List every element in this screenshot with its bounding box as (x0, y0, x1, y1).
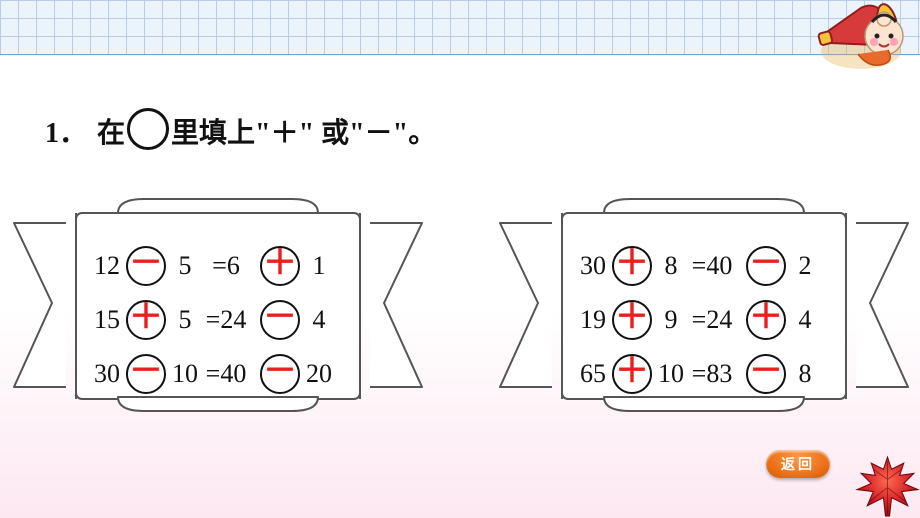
operand-b: 9 (658, 305, 684, 335)
equation-row: 15 ＋ 5=24 － 4 (88, 293, 388, 347)
scroll-card-right: 30＋8=40－219＋9=24＋465＋10=83－8 (494, 197, 914, 412)
mascot-icon (806, 0, 916, 76)
question-number: 1． (45, 111, 87, 151)
operand-c: 2 (792, 251, 818, 281)
operand-b: 10 (172, 359, 198, 389)
equals-part: =40 (198, 359, 254, 389)
operand-c: 4 (306, 305, 332, 335)
operator-circle-1: ＋ (612, 354, 652, 394)
title-text-post: 里填上"＋" 或"－"。 (171, 111, 436, 151)
operand-c: 8 (792, 359, 818, 389)
operator-circle-2: ＋ (260, 246, 300, 286)
operator-sign: ＋ (263, 247, 297, 281)
operator-circle-1: ＋ (612, 246, 652, 286)
operator-circle-2: ＋ (746, 300, 786, 340)
operator-sign: － (263, 355, 297, 389)
operator-sign: ＋ (129, 301, 163, 335)
return-button-label: 返回 (781, 454, 815, 474)
return-button[interactable]: 返回 (766, 450, 830, 478)
operator-circle-2: － (260, 354, 300, 394)
operator-circle-1: ＋ (126, 300, 166, 340)
equations-right: 30＋8=40－219＋9=24＋465＋10=83－8 (574, 239, 874, 401)
operand-b: 5 (172, 305, 198, 335)
operator-sign: ＋ (749, 301, 783, 335)
equals-part: =24 (684, 305, 740, 335)
operator-sign: － (263, 301, 297, 335)
equals-part: =83 (684, 359, 740, 389)
operator-sign: － (129, 247, 163, 281)
equations-left: 12 － 5=6 ＋ 1 15 ＋ 5=24 － 4 30 － 10=40 － 20 (88, 239, 388, 401)
equation-row: 19 ＋ 9=24 ＋ 4 (574, 293, 874, 347)
operand-b: 5 (172, 251, 198, 281)
operand-a: 19 (574, 305, 606, 335)
operand-a: 15 (88, 305, 120, 335)
operator-circle-1: ＋ (612, 300, 652, 340)
title-text-pre: 在 (97, 111, 125, 151)
operator-sign: － (749, 247, 783, 281)
operator-circle-1: － (126, 354, 166, 394)
operand-c: 1 (306, 251, 332, 281)
operator-sign: ＋ (615, 355, 649, 389)
operator-circle-1: － (126, 246, 166, 286)
equation-row: 12 － 5=6 ＋ 1 (88, 239, 388, 293)
equation-row: 30 － 10=40 － 20 (88, 347, 388, 401)
equals-part: =40 (684, 251, 740, 281)
operand-b: 10 (658, 359, 684, 389)
operator-sign: － (129, 355, 163, 389)
operand-c: 20 (306, 359, 332, 389)
operator-sign: ＋ (615, 247, 649, 281)
equation-row: 30 ＋ 8=40 － 2 (574, 239, 874, 293)
scroll-card-left: 12 － 5=6 ＋ 1 15 ＋ 5=24 － 4 30 － 10=40 － 20 (8, 197, 428, 412)
operator-sign: ＋ (615, 301, 649, 335)
operator-circle-2: － (260, 300, 300, 340)
operand-a: 12 (88, 251, 120, 281)
operand-a: 30 (88, 359, 120, 389)
top-grid-band (0, 0, 920, 56)
question-title: 1． 在 里填上"＋" 或"－"。 (45, 110, 436, 152)
operator-sign: － (749, 355, 783, 389)
operand-c: 4 (792, 305, 818, 335)
operator-circle-2: － (746, 354, 786, 394)
equation-row: 65 ＋ 10=83 － 8 (574, 347, 874, 401)
operand-b: 8 (658, 251, 684, 281)
operand-a: 30 (574, 251, 606, 281)
blank-circle-icon (127, 108, 169, 150)
operator-circle-2: － (746, 246, 786, 286)
equals-part: =6 (198, 251, 254, 281)
equals-part: =24 (198, 305, 254, 335)
maple-leaf-icon[interactable] (855, 453, 920, 518)
operand-a: 65 (574, 359, 606, 389)
